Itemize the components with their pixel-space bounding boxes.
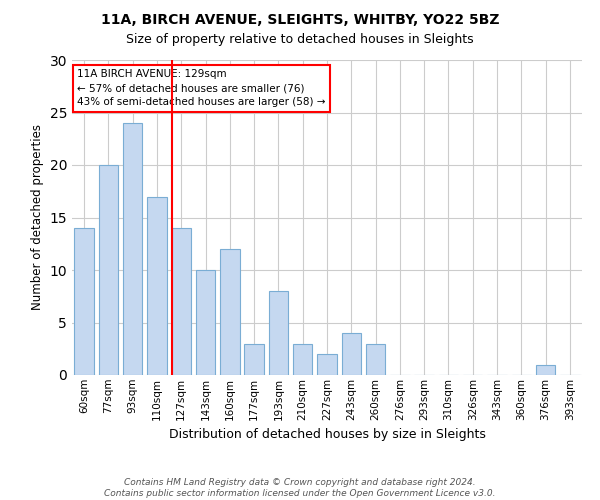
Bar bbox=[196, 270, 215, 375]
Bar bbox=[74, 228, 94, 375]
Bar bbox=[317, 354, 337, 375]
Bar bbox=[269, 291, 288, 375]
Text: Size of property relative to detached houses in Sleights: Size of property relative to detached ho… bbox=[126, 32, 474, 46]
X-axis label: Distribution of detached houses by size in Sleights: Distribution of detached houses by size … bbox=[169, 428, 485, 441]
Bar bbox=[220, 249, 239, 375]
Y-axis label: Number of detached properties: Number of detached properties bbox=[31, 124, 44, 310]
Bar bbox=[244, 344, 264, 375]
Bar bbox=[293, 344, 313, 375]
Bar bbox=[172, 228, 191, 375]
Bar bbox=[147, 196, 167, 375]
Bar bbox=[123, 123, 142, 375]
Bar bbox=[341, 333, 361, 375]
Text: 11A BIRCH AVENUE: 129sqm
← 57% of detached houses are smaller (76)
43% of semi-d: 11A BIRCH AVENUE: 129sqm ← 57% of detach… bbox=[77, 70, 326, 108]
Bar bbox=[99, 165, 118, 375]
Text: 11A, BIRCH AVENUE, SLEIGHTS, WHITBY, YO22 5BZ: 11A, BIRCH AVENUE, SLEIGHTS, WHITBY, YO2… bbox=[101, 12, 499, 26]
Bar bbox=[536, 364, 555, 375]
Bar bbox=[366, 344, 385, 375]
Text: Contains HM Land Registry data © Crown copyright and database right 2024.
Contai: Contains HM Land Registry data © Crown c… bbox=[104, 478, 496, 498]
